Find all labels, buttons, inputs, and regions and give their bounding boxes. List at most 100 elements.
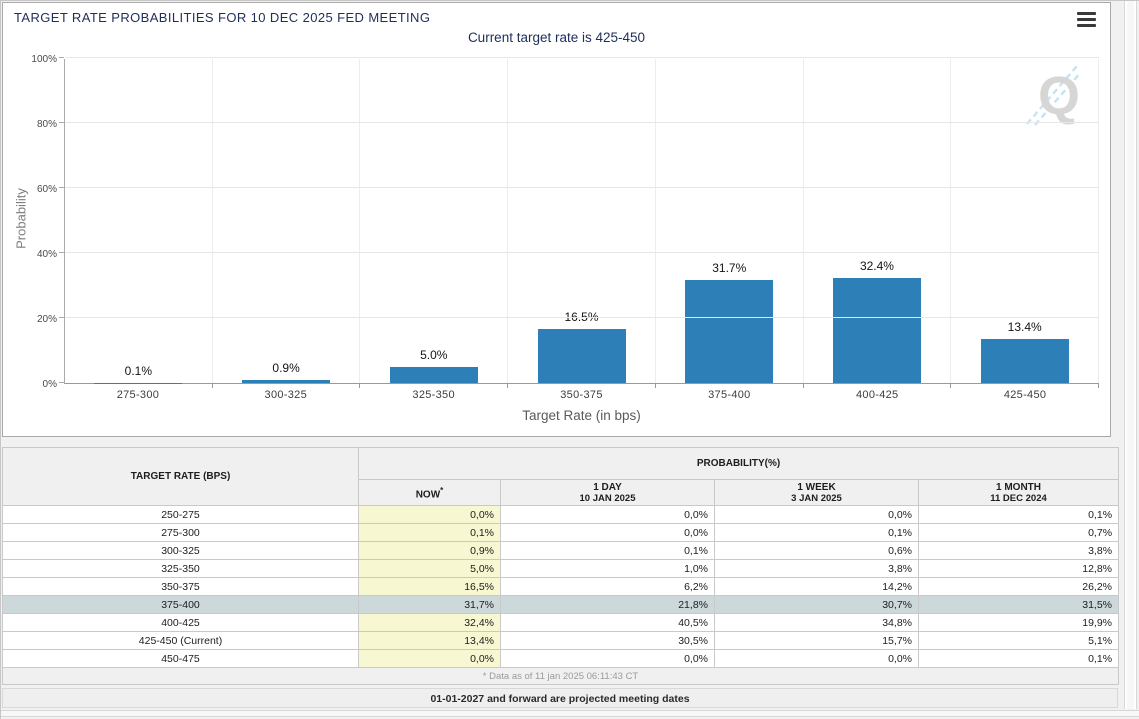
svg-text:Q: Q (1038, 66, 1080, 126)
chart-subtitle: Current target rate is 425-450 (467, 30, 646, 45)
probability-cell: 0,0% (358, 649, 501, 668)
probability-cell: 6,2% (500, 577, 715, 596)
table-row: 350-375 16,5% 6,2% 14,2% 26,2% (2, 577, 1120, 596)
probability-cell: 12,8% (917, 559, 1120, 578)
probability-cell: 3,8% (714, 559, 919, 578)
hamburger-menu-icon[interactable] (1077, 12, 1096, 27)
projected-meetings-note: 01-01-2027 and forward are projected mee… (2, 688, 1118, 708)
x-axis-category-labels: 275-300 300-325 325-350 350-375 375-400 400-4… (64, 389, 1099, 401)
column-header-target-rate: TARGET RATE (BPS) (2, 447, 359, 506)
table-row: 275-300 0,1% 0,0% 0,1% 0,7% (2, 523, 1120, 542)
target-rate-cell: 250-275 (2, 505, 359, 524)
bar-375-400 (685, 279, 774, 383)
probability-cell: 0,6% (714, 541, 919, 560)
target-rate-cell: 325-350 (2, 559, 359, 578)
probability-cell: 0,0% (500, 523, 715, 542)
probability-cell: 31,5% (917, 595, 1120, 614)
probability-cell: 0,1% (917, 649, 1120, 668)
bar-value-label: 31.7% (712, 260, 747, 275)
column-group-header-probability: PROBABILITY(%) (357, 447, 1120, 480)
y-tick-mark (59, 122, 64, 123)
probability-cell: 0,0% (500, 649, 715, 668)
column-header-1-week: 1 WEEK 3 JAN 2025 (714, 479, 919, 506)
vertical-scrollbar[interactable] (1124, 1, 1137, 709)
table-row: 400-425 32,4% 40,5% 34,8% 19,9% (2, 613, 1120, 632)
probability-cell: 30,5% (500, 631, 715, 650)
probability-cell: 40,5% (500, 613, 715, 632)
probability-cell: 0,9% (358, 541, 501, 560)
probability-cell: 19,9% (917, 613, 1120, 632)
probability-cell: 16,5% (358, 577, 501, 596)
probability-cell: 31,7% (358, 595, 501, 614)
probability-cell: 3,8% (917, 541, 1120, 560)
probability-cell: 0,0% (358, 505, 501, 524)
plot-area: 0.1% 0.9% 5.0% 16.5% 31.7% 32.4% 13.4% Q (59, 57, 1100, 388)
probability-cell: 26,2% (917, 577, 1120, 596)
bar-slot: 32.4% (804, 59, 952, 388)
bar-350-375 (537, 329, 626, 383)
target-rate-cell: 300-325 (2, 541, 359, 560)
chart-title: TARGET RATE PROBABILITIES FOR 10 DEC 202… (14, 10, 431, 25)
probability-cell: 0,0% (500, 505, 715, 524)
y-tick-label: 60% (36, 184, 57, 195)
x-axis-title: Target Rate (in bps) (522, 408, 641, 423)
y-tick-mark (59, 382, 64, 383)
y-tick-mark (59, 317, 64, 318)
x-category-label: 400-425 (855, 389, 899, 401)
bar-300-325 (242, 380, 331, 383)
bar-325-350 (389, 366, 478, 383)
probability-cell: 1,0% (500, 559, 715, 578)
y-tick-label: 20% (36, 314, 57, 325)
chart-panel: TARGET RATE PROBABILITIES FOR 10 DEC 202… (2, 2, 1111, 437)
bar-value-label: 0.9% (272, 361, 300, 376)
table-row: 450-475 0,0% 0,0% 0,0% 0,1% (2, 649, 1120, 668)
probability-cell: 14,2% (714, 577, 919, 596)
horizontal-scrollbar[interactable] (1, 710, 1139, 717)
probability-cell: 34,8% (714, 613, 919, 632)
probability-cell: 5,1% (917, 631, 1120, 650)
bar-slot: 31.7% (656, 59, 804, 388)
bar-slot: 0.1% (65, 59, 213, 388)
bar-slot: 16.5% (508, 59, 656, 388)
y-tick-label: 100% (31, 54, 57, 65)
y-tick-mark (59, 57, 64, 58)
x-category-label: 425-450 (1003, 389, 1047, 401)
bar-value-label: 5.0% (420, 347, 448, 362)
target-rate-cell: 400-425 (2, 613, 359, 632)
column-header-1-day: 1 DAY 10 JAN 2025 (500, 479, 715, 506)
quikstrike-q-logo-icon: Q (1025, 62, 1089, 133)
bar-400-425 (832, 277, 921, 383)
x-category-label: 275-300 (116, 389, 160, 401)
bar-slot: 0.9% (213, 59, 361, 388)
probability-cell: 0,1% (714, 523, 919, 542)
column-header-now: NOW* (358, 479, 501, 506)
bar-value-label: 32.4% (859, 258, 894, 273)
target-rate-cell: 275-300 (2, 523, 359, 542)
probability-cell: 5,0% (358, 559, 501, 578)
probability-cell: 13,4% (358, 631, 501, 650)
target-rate-cell: 375-400 (2, 595, 359, 614)
table-row: 300-325 0,9% 0,1% 0,6% 3,8% (2, 541, 1120, 560)
bar-slots: 0.1% 0.9% 5.0% 16.5% 31.7% 32.4% 13.4% (65, 59, 1100, 388)
probability-cell: 0,0% (714, 649, 919, 668)
gridline (65, 57, 1099, 58)
x-category-label: 350-375 (560, 389, 603, 401)
y-tick-label: 40% (36, 249, 57, 260)
probability-cell: 32,4% (358, 613, 501, 632)
bar-425-450 (980, 339, 1069, 383)
probability-cell: 0,0% (714, 505, 919, 524)
y-tick-label: 80% (36, 119, 57, 130)
bar-value-label: 13.4% (1007, 320, 1042, 335)
gridline (65, 252, 1099, 253)
target-rate-cell: 425-450 (Current) (2, 631, 359, 650)
x-category-label: 325-350 (412, 389, 455, 401)
column-header-1-month: 1 MONTH 11 DEC 2024 (917, 479, 1120, 506)
probability-cell: 21,8% (500, 595, 715, 614)
gridline (65, 187, 1099, 188)
gridline (65, 317, 1099, 318)
probability-table-section: TARGET RATE (BPS) PROBABILITY(%) NOW* 1 D… (1, 447, 1120, 708)
probability-cell: 30,7% (714, 595, 919, 614)
probability-cell: 15,7% (714, 631, 919, 650)
table-row: 325-350 5,0% 1,0% 3,8% 12,8% (2, 559, 1120, 578)
